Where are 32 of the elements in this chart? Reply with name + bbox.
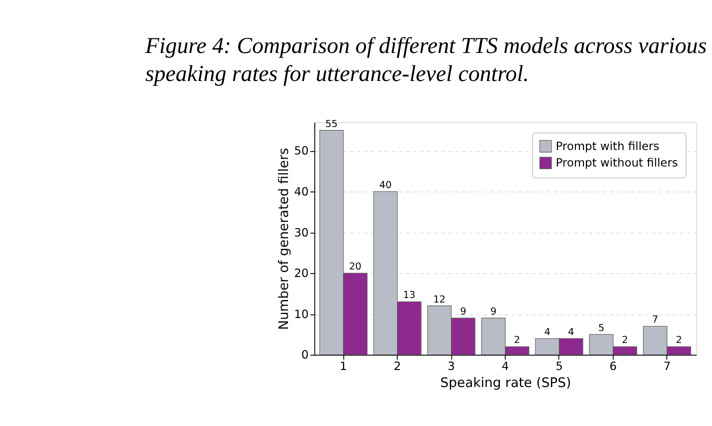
- y-tick-label: 30: [294, 225, 309, 240]
- chart-title: Figure 4: Comparison of different TTS models across various speaking rates for utterance-level control.: [144, 33, 707, 86]
- data-label: 20: [349, 262, 362, 273]
- data-label: 40: [379, 180, 392, 192]
- data-label: 5: [598, 322, 604, 334]
- data-label: 55: [325, 118, 338, 130]
- y-tick-label: 50: [294, 144, 309, 158]
- legend-label: Prompt with fillers: [556, 138, 660, 153]
- data-label: 9: [460, 306, 466, 318]
- data-label: 2: [514, 335, 520, 346]
- y-tick-label: 20: [294, 266, 309, 280]
- x-tick-label: 2: [394, 359, 401, 374]
- x-tick-label: 1: [340, 359, 348, 374]
- x-tick-label: 5: [556, 359, 563, 374]
- legend-label: Prompt without fillers: [556, 155, 678, 170]
- data-label: 2: [622, 335, 628, 346]
- data-label: 2: [676, 335, 682, 346]
- x-tick-label: 7: [663, 359, 671, 374]
- data-label: 12: [433, 294, 446, 306]
- data-label: 4: [568, 326, 574, 338]
- y-axis-title: Number of generated fillers: [276, 148, 292, 330]
- x-tick-label: 4: [502, 359, 509, 374]
- data-label: 9: [490, 306, 496, 318]
- x-tick-label: 6: [609, 359, 617, 374]
- data-label: 7: [652, 314, 658, 326]
- data-label: 4: [544, 326, 550, 338]
- data-label: 13: [403, 290, 416, 302]
- x-tick-label: 3: [448, 359, 455, 374]
- y-tick-label: 0: [301, 348, 309, 362]
- y-tick-label: 10: [294, 306, 309, 321]
- y-tick-label: 40: [294, 184, 309, 198]
- x-axis-title: Speaking rate (SPS): [440, 376, 572, 391]
